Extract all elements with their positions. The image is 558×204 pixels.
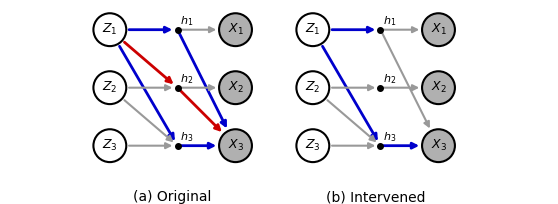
Circle shape [93, 13, 126, 46]
Text: $h_3$: $h_3$ [180, 130, 194, 144]
Text: $X_2$: $X_2$ [431, 80, 446, 95]
Text: $Z_1$: $Z_1$ [102, 22, 118, 37]
Text: $h_3$: $h_3$ [383, 130, 397, 144]
Text: $h_1$: $h_1$ [383, 14, 397, 28]
Circle shape [296, 129, 329, 162]
Text: $h_1$: $h_1$ [180, 14, 194, 28]
Text: $Z_2$: $Z_2$ [305, 80, 320, 95]
Text: $X_1$: $X_1$ [431, 22, 446, 37]
Text: $X_1$: $X_1$ [228, 22, 243, 37]
Circle shape [422, 129, 455, 162]
Text: $Z_3$: $Z_3$ [305, 138, 321, 153]
Text: $Z_1$: $Z_1$ [305, 22, 321, 37]
Circle shape [296, 71, 329, 104]
Circle shape [422, 13, 455, 46]
Circle shape [93, 71, 126, 104]
Text: $X_3$: $X_3$ [431, 138, 446, 153]
Circle shape [422, 71, 455, 104]
Text: $Z_3$: $Z_3$ [102, 138, 118, 153]
Text: (b) Intervened: (b) Intervened [326, 190, 425, 204]
Circle shape [219, 13, 252, 46]
Circle shape [219, 71, 252, 104]
Text: $h_2$: $h_2$ [180, 72, 194, 86]
Text: $X_2$: $X_2$ [228, 80, 243, 95]
Text: $X_3$: $X_3$ [228, 138, 243, 153]
Circle shape [93, 129, 126, 162]
Circle shape [219, 129, 252, 162]
Text: $h_2$: $h_2$ [383, 72, 397, 86]
Circle shape [296, 13, 329, 46]
Text: $Z_2$: $Z_2$ [102, 80, 118, 95]
Text: (a) Original: (a) Original [133, 190, 212, 204]
